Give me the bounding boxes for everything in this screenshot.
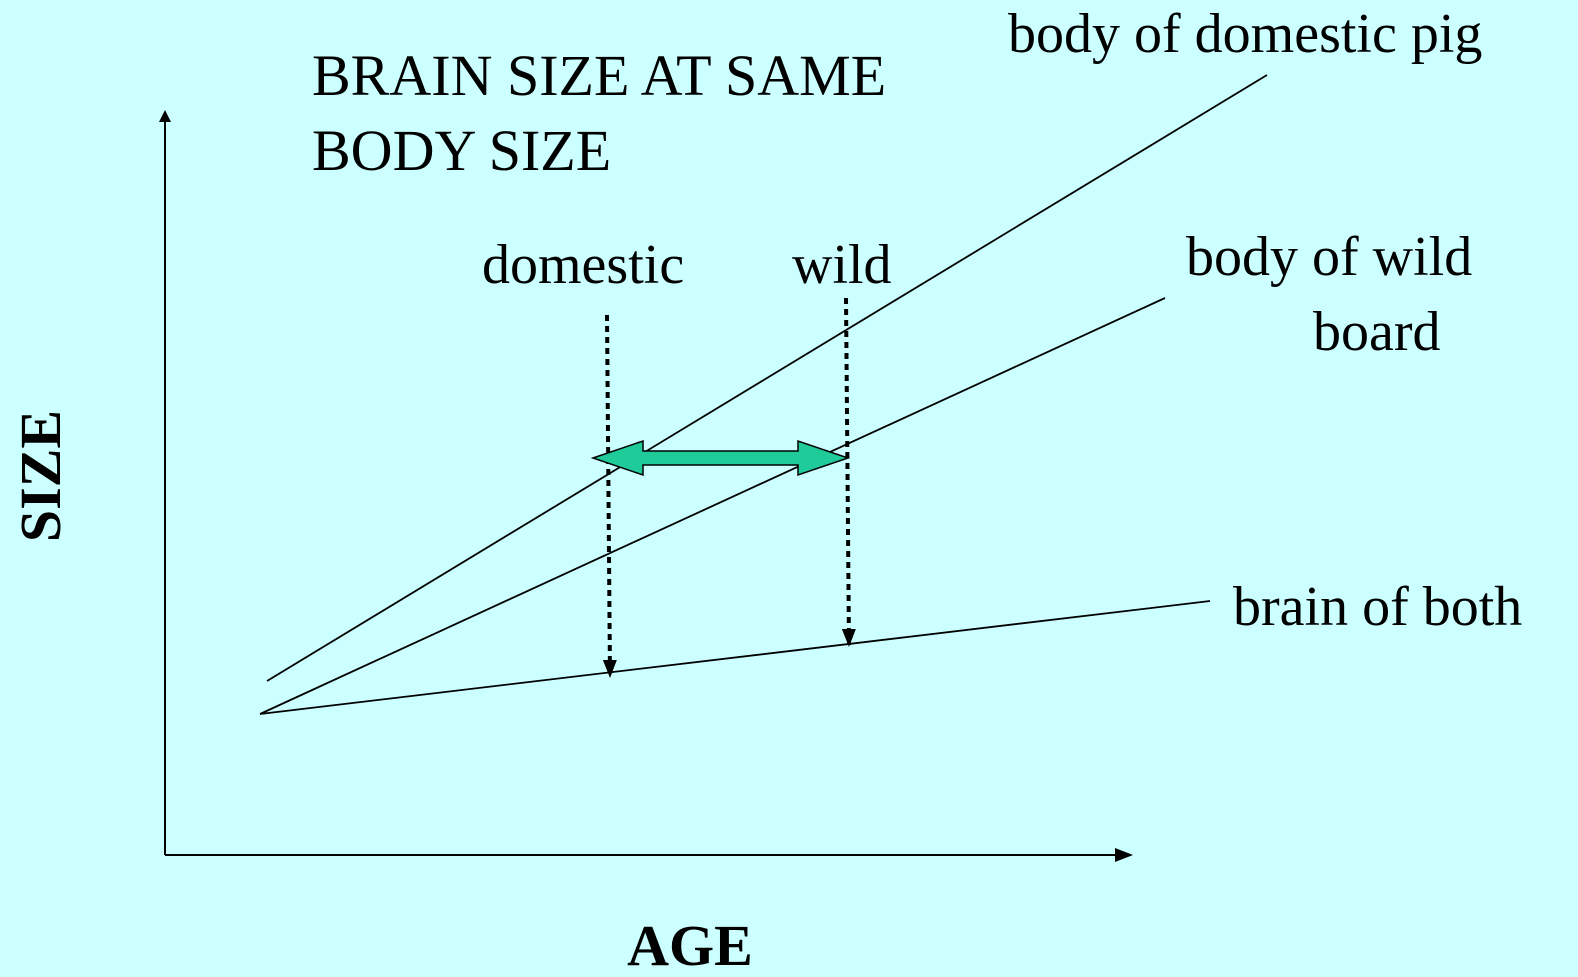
marker-label: domestic [482,234,684,296]
curve-label: board [1313,301,1441,363]
x-axis-label: AGE [627,913,753,977]
curve-label: brain of both [1233,576,1522,638]
domestic-drop [602,314,617,678]
wild-boar-line [259,297,1166,715]
title-line: BRAIN SIZE AT SAME [312,43,886,108]
y-axis-label: SIZE [8,410,73,542]
wild-drop [841,297,856,647]
domestic-pig-line [266,74,1268,682]
marker-label: wild [792,234,892,296]
double-arrow [590,439,851,477]
title-line: BODY SIZE [312,118,611,183]
curve-label: body of domestic pig [1008,3,1482,65]
brain-line [259,600,1211,715]
curve-label: body of wild [1186,226,1472,288]
